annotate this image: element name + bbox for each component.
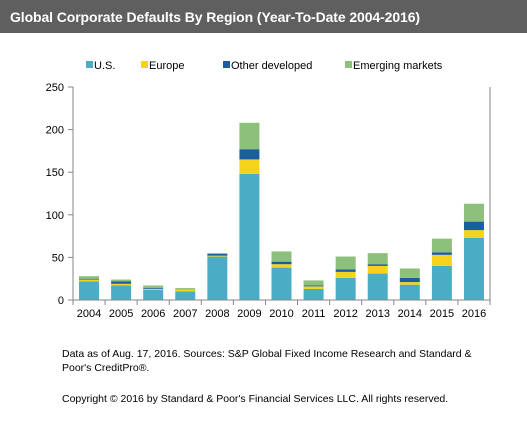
legend-label-3: Emerging markets [353,60,443,72]
y-tick-label-4: 200 [46,125,64,137]
bar-2013-series-1 [367,265,388,274]
bar-2007-series-1 [175,289,196,292]
bar-2010-series-0 [271,267,292,300]
bar-2008-series-2 [207,253,228,256]
bar-2004-series-2 [79,278,100,280]
x-tick-label-2013: 2013 [365,308,389,320]
legend-swatch-0 [86,61,93,68]
bar-2007-series-0 [175,291,196,300]
source-footnote: Data as of Aug. 17, 2016. Sources: S&P G… [62,348,472,374]
bar-2012-series-1 [335,271,356,278]
bar-2004-series-3 [79,276,100,279]
bar-2015-series-0 [431,265,452,300]
bar-2015-series-3 [431,238,452,253]
y-tick-label-5: 250 [46,82,64,94]
bar-2010-series-2 [271,261,292,265]
bar-2016-series-1 [463,230,484,238]
bar-2016-series-2 [463,221,484,231]
bar-2012-series-0 [335,277,356,300]
bar-2011-series-3 [303,280,324,286]
y-tick-label-1: 50 [52,252,64,264]
bar-2006-series-3 [143,285,164,289]
bar-2014-series-3 [399,268,420,278]
bar-2008-series-0 [207,256,228,300]
chart-title-bar: Global Corporate Defaults By Region (Yea… [0,0,527,33]
x-tick-label-2016: 2016 [462,308,486,320]
bar-2010-series-3 [271,251,292,262]
copyright-footnote: Copyright © 2016 by Standard & Poor's Fi… [62,393,449,405]
bar-2014-series-2 [399,277,420,283]
bar-2006-series-1 [143,288,164,290]
bar-2005-series-2 [111,281,132,284]
bar-2009-series-2 [239,149,260,160]
x-tick-label-2007: 2007 [173,308,197,320]
legend-swatch-3 [345,61,352,68]
bar-2004-series-0 [79,281,100,300]
stacked-bar-chart: U.S. Europe Other developed Emerging market… [46,60,491,320]
bar-2011-series-2 [303,285,324,287]
bar-2008-series-3 [207,253,228,254]
y-axis: 0 50 100 150 200 250 [46,82,491,307]
bar-2012-series-3 [335,256,356,270]
y-tick-label-0: 0 [58,295,64,307]
legend-swatch-1 [141,61,148,68]
bar-2012-series-2 [335,269,356,272]
bar-2009-series-1 [239,159,260,174]
bar-2009-series-3 [239,122,260,150]
bar-2011-series-1 [303,286,324,289]
bar-2009-series-0 [239,173,260,300]
bar-2004-series-1 [79,279,100,282]
x-tick-label-2014: 2014 [398,308,422,320]
bar-2008-series-1 [207,255,228,257]
bar-2015-series-2 [431,252,452,255]
bar-2014-series-1 [399,282,420,285]
x-tick-label-2006: 2006 [141,308,165,320]
chart-title: Global Corporate Defaults By Region (Yea… [10,8,420,25]
x-tick-label-2008: 2008 [205,308,229,320]
x-tick-label-2010: 2010 [269,308,293,320]
x-tick-label-2005: 2005 [109,308,133,320]
bar-2005-series-1 [111,283,132,286]
y-tick-label-2: 100 [46,210,64,222]
legend-label-0: U.S. [94,60,115,72]
bar-2010-series-1 [271,264,292,268]
bar-2006-series-2 [143,288,164,289]
chart-bars [79,122,484,300]
x-tick-label-2012: 2012 [333,308,357,320]
x-axis: 2004 2005 2006 2007 2008 2009 2010 2011 2012 2013… [72,299,491,320]
bar-2005-series-0 [111,285,132,300]
bar-2013-series-3 [367,253,388,265]
bar-2013-series-2 [367,264,388,266]
legend-swatch-2 [223,61,230,68]
x-tick-label-2004: 2004 [77,308,101,320]
legend-label-2: Other developed [231,60,312,72]
chart-legend: U.S. Europe Other developed Emerging market… [86,60,443,72]
x-tick-label-2015: 2015 [430,308,454,320]
bar-2013-series-0 [367,273,388,300]
bar-2016-series-3 [463,203,484,222]
bar-2007-series-3 [175,288,196,290]
x-tick-label-2009: 2009 [237,308,261,320]
x-tick-label-2011: 2011 [302,308,326,320]
bar-2005-series-3 [111,279,132,282]
legend-label-1: Europe [149,60,184,72]
bar-2014-series-0 [399,284,420,300]
bar-2016-series-0 [463,237,484,300]
bar-2006-series-0 [143,289,164,300]
bar-2015-series-1 [431,254,452,266]
y-tick-label-3: 150 [46,167,64,179]
bar-2011-series-0 [303,288,324,300]
